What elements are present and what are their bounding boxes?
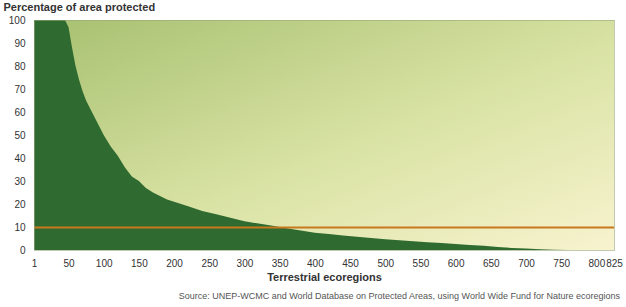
svg-text:150: 150: [131, 258, 148, 269]
svg-text:450: 450: [342, 258, 359, 269]
svg-text:400: 400: [307, 258, 324, 269]
svg-text:50: 50: [63, 258, 75, 269]
svg-text:1: 1: [32, 258, 38, 269]
svg-text:Percentage of area protected: Percentage of area protected: [4, 1, 156, 13]
svg-text:Terrestrial ecoregions: Terrestrial ecoregions: [267, 271, 382, 283]
svg-text:600: 600: [448, 258, 465, 269]
svg-text:250: 250: [201, 258, 218, 269]
svg-text:500: 500: [377, 258, 394, 269]
svg-text:800: 800: [589, 258, 606, 269]
svg-text:70: 70: [14, 84, 26, 95]
svg-text:300: 300: [237, 258, 254, 269]
svg-text:80: 80: [14, 61, 26, 72]
svg-text:825: 825: [606, 258, 623, 269]
svg-text:750: 750: [553, 258, 570, 269]
svg-text:20: 20: [14, 199, 26, 210]
svg-text:650: 650: [483, 258, 500, 269]
svg-text:50: 50: [14, 130, 26, 141]
svg-text:0: 0: [20, 245, 26, 256]
svg-text:100: 100: [9, 15, 26, 26]
svg-text:100: 100: [96, 258, 113, 269]
svg-text:350: 350: [272, 258, 289, 269]
svg-text:200: 200: [166, 258, 183, 269]
svg-text:550: 550: [413, 258, 430, 269]
svg-text:40: 40: [14, 153, 26, 164]
svg-text:90: 90: [14, 38, 26, 49]
svg-text:30: 30: [14, 176, 26, 187]
svg-text:700: 700: [518, 258, 535, 269]
svg-text:60: 60: [14, 107, 26, 118]
svg-text:10: 10: [14, 222, 26, 233]
html-text:Source: UNEP-WCMC and World Da: Source: UNEP-WCMC and World Database on …: [178, 291, 620, 301]
